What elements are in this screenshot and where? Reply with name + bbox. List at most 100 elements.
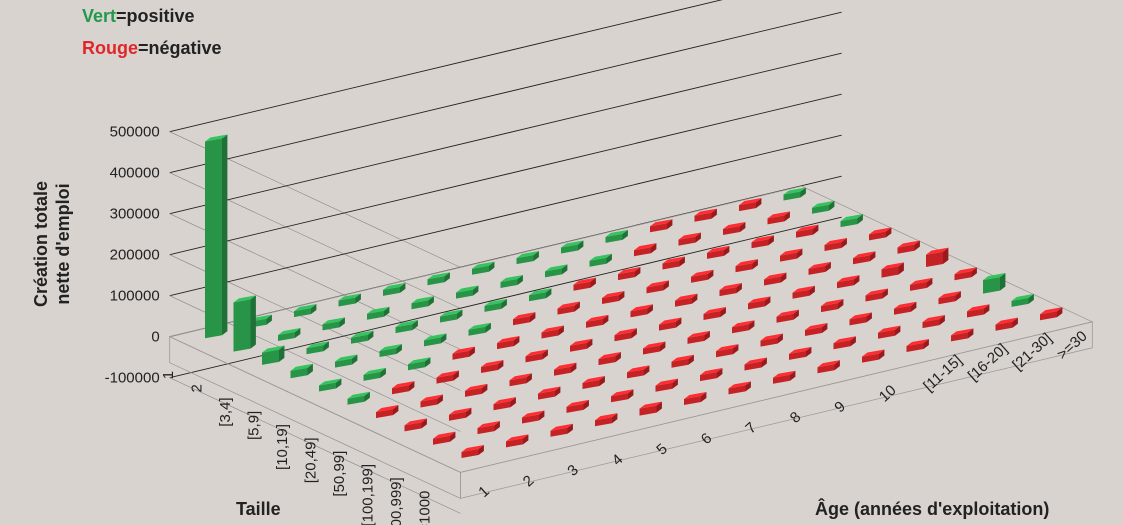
- bar-top-face: [796, 224, 819, 232]
- bar-top-face: [351, 330, 374, 338]
- bar-side-face: [672, 378, 678, 389]
- bar-side-face: [1012, 317, 1018, 328]
- bar-top-face: [605, 229, 628, 237]
- bar-side-face: [749, 320, 755, 331]
- bar-top-face: [306, 341, 329, 349]
- bar-top-face: [550, 423, 573, 431]
- bar-side-face: [647, 304, 653, 315]
- bar-side-face: [355, 293, 361, 304]
- bar-side-face: [631, 328, 637, 339]
- bar-side-face: [546, 288, 552, 299]
- bar-side-face: [514, 336, 520, 347]
- y-tick-label: 200000: [110, 247, 160, 264]
- bar-top-face: [675, 293, 698, 301]
- bar-top-face: [862, 349, 885, 357]
- y-tick-label: 300000: [110, 206, 160, 223]
- bar-top-face: [837, 275, 860, 283]
- bar-top-face: [881, 262, 904, 270]
- age-tick-label: 10: [876, 382, 900, 406]
- bar-side-face: [708, 269, 714, 280]
- bar-top-face: [611, 389, 634, 397]
- bar-side-face: [955, 291, 961, 302]
- bar-top-face: [926, 247, 949, 255]
- bar-top-face: [545, 264, 568, 272]
- bar-side-face: [660, 341, 666, 352]
- bar-side-face: [526, 373, 532, 384]
- bar-side-face: [619, 290, 625, 301]
- bar-side-face: [587, 338, 593, 349]
- bar-top-face: [582, 375, 605, 383]
- bar-top-face: [723, 221, 746, 229]
- bar-top-face: [805, 322, 828, 330]
- bar-top-face: [744, 357, 767, 365]
- bar-side-face: [590, 277, 596, 288]
- bar-top-face: [493, 397, 516, 405]
- bar-side-face: [555, 386, 561, 397]
- bar-side-face: [368, 330, 374, 341]
- bar-top-face: [427, 272, 450, 280]
- size-tick-label: [10,19]: [274, 424, 291, 470]
- bar-top-face: [554, 362, 577, 370]
- bar-side-face: [911, 301, 917, 312]
- bar-front-face: [967, 308, 984, 318]
- bar-top-face: [573, 277, 596, 285]
- bar-side-face: [380, 367, 386, 378]
- bar-top-face: [294, 304, 317, 312]
- bar-side-face: [777, 333, 783, 344]
- bar-top-face: [1040, 307, 1063, 315]
- bar-side-face: [695, 232, 701, 243]
- bar-side-face: [724, 245, 730, 256]
- bar-top-face: [767, 211, 790, 219]
- legend-positive: Vert=positive: [82, 6, 195, 27]
- bar-side-face: [384, 306, 390, 317]
- age-tick-label: 3: [564, 462, 582, 480]
- bar-side-face: [501, 298, 507, 309]
- size-tick-label: [50,99]: [331, 451, 348, 497]
- back-wall-gridline: [169, 11, 842, 174]
- bar-top-face: [691, 269, 714, 277]
- bar-side-face: [923, 338, 929, 349]
- bar-side-face: [510, 397, 516, 408]
- bar-top-face: [586, 314, 609, 322]
- back-wall-gridline: [169, 52, 842, 215]
- bar-side-face: [339, 317, 345, 328]
- bar-top-face: [773, 370, 796, 378]
- bar-side-face: [790, 370, 796, 381]
- bar-top-face: [497, 336, 520, 344]
- bar-front-face: [262, 349, 279, 365]
- bar-top-face: [910, 277, 933, 285]
- bar-top-face: [420, 394, 443, 402]
- side-wall-gridline: [169, 377, 461, 514]
- bar-top-face: [516, 251, 539, 259]
- bar-side-face: [838, 299, 844, 310]
- bar-side-face: [1057, 307, 1063, 318]
- bar-side-face: [530, 312, 536, 323]
- bar-top-face: [776, 309, 799, 317]
- bar-top-face: [732, 320, 755, 328]
- bar-top-face: [506, 434, 529, 442]
- bar-side-face: [539, 410, 545, 421]
- bar-top-face: [967, 304, 990, 312]
- bar-side-face: [466, 407, 472, 418]
- bar-top-face: [452, 346, 475, 354]
- bar-top-face: [392, 381, 415, 389]
- bar-top-face: [719, 283, 742, 291]
- age-tick-label: >=30: [1054, 328, 1091, 364]
- bar-top-face: [598, 352, 621, 360]
- bar-top-face: [783, 187, 806, 195]
- bar-side-face: [295, 327, 301, 338]
- bar-side-face: [615, 352, 621, 363]
- legend-negative: Rouge=négative: [82, 38, 222, 59]
- bar-side-face: [409, 381, 415, 392]
- bar-top-face: [906, 338, 929, 346]
- bar-top-face: [694, 208, 717, 216]
- bar-front-face: [233, 299, 251, 352]
- bar-top-face: [821, 299, 844, 307]
- bar-top-face: [894, 301, 917, 309]
- bar-front-face: [983, 277, 1000, 294]
- bar-side-face: [667, 219, 673, 230]
- bar-side-face: [622, 229, 628, 240]
- bar-side-face: [457, 309, 463, 320]
- bar-top-face: [566, 399, 589, 407]
- bar-side-face: [323, 341, 329, 352]
